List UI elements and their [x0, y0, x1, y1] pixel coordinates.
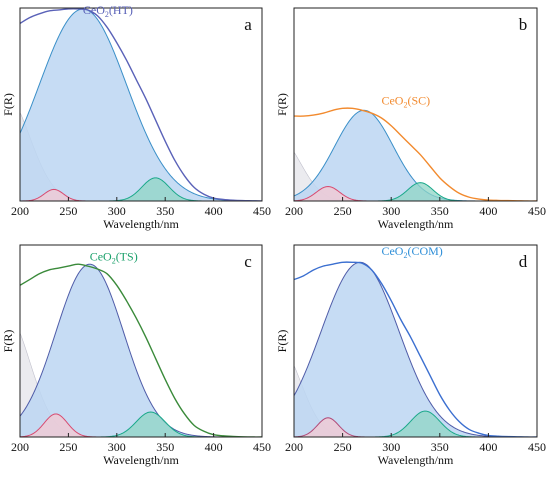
- red-component-line: [294, 417, 537, 437]
- x-tick-label: 250: [334, 204, 352, 218]
- green-component-line: [20, 177, 262, 201]
- series-label: CeO2(TS): [90, 250, 138, 266]
- main-component-area: [20, 264, 262, 437]
- plot-frame: [19, 7, 263, 202]
- x-axis-title: Wavelength/nm: [103, 453, 179, 467]
- x-tick-label: 450: [253, 440, 271, 454]
- x-tick-label: 250: [59, 204, 77, 218]
- plot-frame: [293, 7, 538, 202]
- red-component-area: [294, 186, 537, 201]
- main-component-line: [294, 109, 537, 201]
- green-component-area: [294, 182, 537, 201]
- plot-area: [20, 263, 262, 437]
- x-tick-label: 200: [285, 440, 303, 454]
- green-component-line: [294, 182, 537, 201]
- y-axis-title: F(R): [1, 93, 15, 116]
- panel-b: 200 250 300 350 400 450 Wavelength/nm F(R) b CeO2…: [275, 7, 546, 231]
- x-axis-title: Wavelength/nm: [103, 217, 179, 231]
- x-tick-label: 300: [108, 204, 126, 218]
- x-tick-label: 350: [156, 204, 174, 218]
- x-tick-label: 300: [108, 440, 126, 454]
- panel-a: 200 250 300 350 400 450 Wavelength/nm F(R) a CeO2…: [1, 3, 271, 231]
- panel-letter: a: [244, 15, 252, 34]
- x-axis-title: Wavelength/nm: [378, 217, 454, 231]
- x-tick-label: 200: [11, 204, 29, 218]
- measured-spectrum-line: [294, 261, 537, 437]
- plot-area: [294, 261, 537, 437]
- plot-frame: [293, 244, 538, 438]
- x-tick-label: 400: [205, 204, 223, 218]
- plot-area: [20, 8, 262, 201]
- green-component-line: [294, 410, 537, 437]
- red-component-area: [294, 417, 537, 437]
- x-tick-label: 200: [285, 204, 303, 218]
- x-tick-label: 400: [205, 440, 223, 454]
- x-tick-label: 300: [382, 204, 400, 218]
- green-component-line: [20, 411, 262, 437]
- x-tick-label: 350: [156, 440, 174, 454]
- x-tick-label: 350: [431, 204, 449, 218]
- plot-frame: [19, 244, 263, 438]
- x-tick-label: 200: [11, 440, 29, 454]
- panel-d: 200 250 300 350 400 450 Wavelength/nm F(R) d CeO2…: [275, 244, 546, 467]
- red-component-area: [20, 189, 262, 201]
- x-tick-label: 400: [479, 440, 497, 454]
- x-tick-label: 450: [528, 204, 546, 218]
- x-tick-label: 300: [382, 440, 400, 454]
- green-component-area: [20, 177, 262, 201]
- panel-c: 200 250 300 350 400 450 Wavelength/nm F(R) c CeO2…: [1, 244, 271, 467]
- red-component-area: [20, 413, 262, 437]
- x-tick-label: 450: [528, 440, 546, 454]
- x-tick-label: 350: [431, 440, 449, 454]
- red-component-line: [20, 413, 262, 437]
- main-component-area: [294, 262, 537, 437]
- x-tick-label: 400: [479, 204, 497, 218]
- panel-letter: b: [519, 15, 528, 34]
- series-label: CeO2(HT): [83, 3, 133, 19]
- green-component-area: [294, 411, 537, 437]
- red-component-line: [294, 186, 537, 201]
- measured-spectrum-line: [20, 263, 262, 437]
- x-axis-title: Wavelength/nm: [378, 453, 454, 467]
- panel-letter: c: [244, 252, 252, 271]
- x-tick-label: 250: [59, 440, 77, 454]
- main-component-area: [20, 8, 262, 201]
- y-axis-title: F(R): [1, 330, 15, 353]
- y-axis-title: F(R): [275, 93, 289, 116]
- main-component-area: [294, 110, 537, 201]
- measured-spectrum-line: [20, 8, 262, 201]
- panel-letter: d: [519, 252, 528, 271]
- plot-area: [294, 107, 537, 201]
- x-tick-label: 450: [253, 204, 271, 218]
- x-tick-label: 250: [334, 440, 352, 454]
- green-component-area: [20, 412, 262, 437]
- y-axis-title: F(R): [275, 330, 289, 353]
- red-component-line: [20, 188, 262, 201]
- series-label: CeO2(COM): [381, 244, 442, 260]
- measured-spectrum-line: [294, 107, 537, 201]
- series-label: CeO2(SC): [381, 94, 430, 110]
